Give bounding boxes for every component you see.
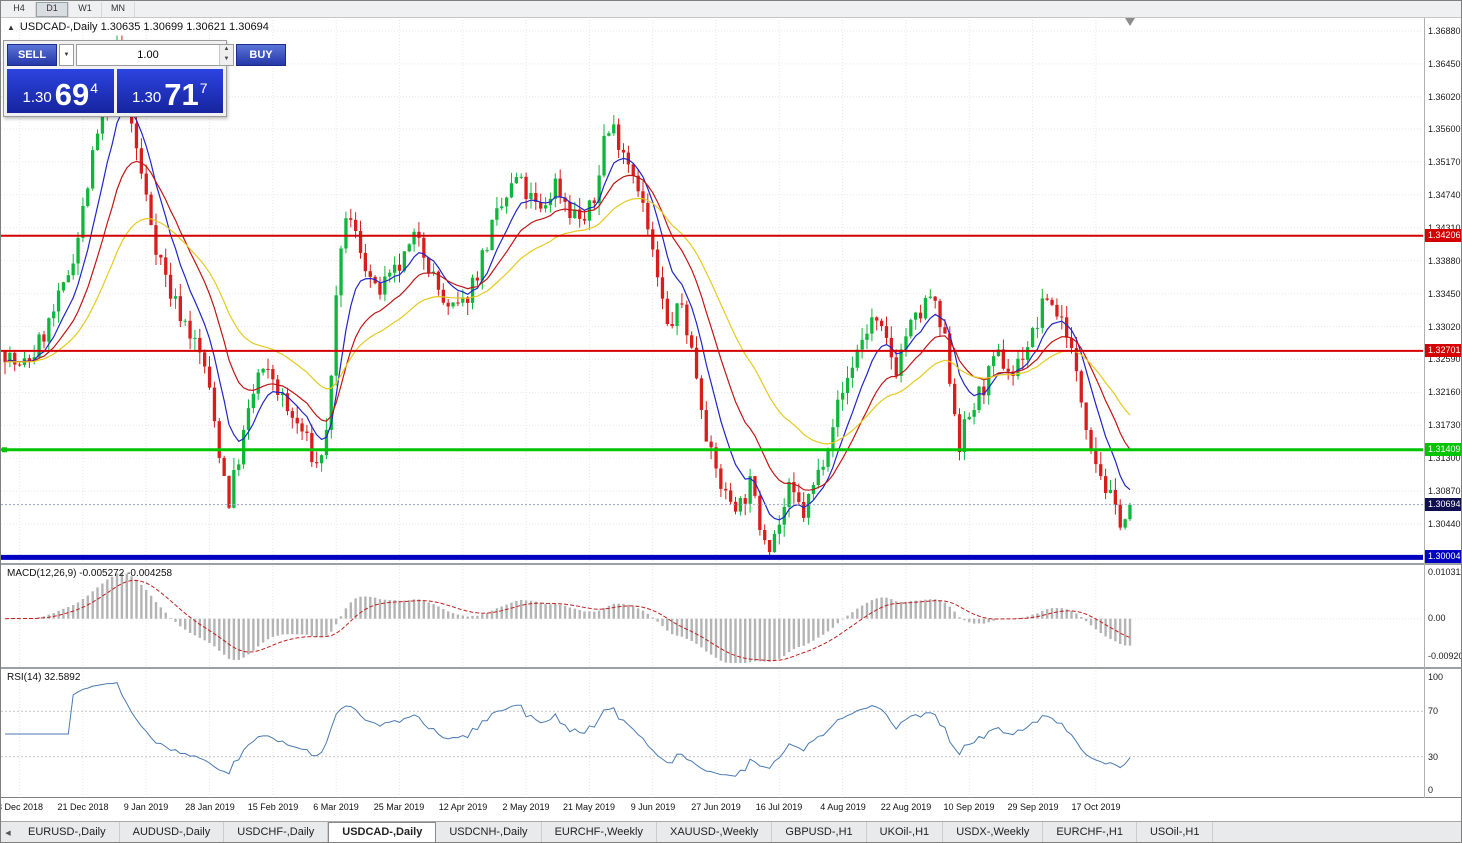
time-axis-label: 22 Aug 2019 (880, 802, 932, 812)
volume-input[interactable] (77, 45, 219, 65)
rsi-line (5, 682, 1131, 777)
chart-tab-usdchf-daily[interactable]: USDCHF-,Daily (224, 822, 329, 842)
time-axis-label: 9 Jan 2019 (123, 802, 169, 812)
chart-tab-eurchf-weekly[interactable]: EURCHF-,Weekly (542, 822, 657, 842)
time-axis-label: 3 Dec 2018 (0, 802, 44, 812)
timeframe-button-mn[interactable]: MN (102, 1, 135, 17)
buy-price-big: 71 (164, 77, 199, 112)
volume-up-icon[interactable]: ▲ (220, 45, 233, 55)
chart-tab-eurusd-daily[interactable]: EURUSD-,Daily (15, 822, 120, 842)
chart-tab-eurchf-h1[interactable]: EURCHF-,H1 (1043, 822, 1137, 842)
time-axis-label: 16 Jul 2019 (755, 802, 803, 812)
chart-title: ▲ USDCAD-,Daily 1.30635 1.30699 1.30621 … (7, 21, 269, 33)
time-axis-label: 10 Sep 2019 (943, 802, 995, 812)
volume-dropdown-button[interactable]: ▼ (59, 44, 74, 66)
volume-stepper: ▲ ▼ (219, 45, 233, 65)
chart-title-text: USDCAD-,Daily 1.30635 1.30699 1.30621 1.… (19, 21, 269, 33)
chart-tab-audusd-daily[interactable]: AUDUSD-,Daily (120, 822, 225, 842)
time-axis-label: 21 May 2019 (562, 802, 616, 812)
chart-tab-usdcad-daily[interactable]: USDCAD-,Daily (328, 822, 437, 842)
sell-price-sup: 4 (90, 80, 98, 96)
sell-price-button[interactable]: 1.30 69 4 (7, 69, 114, 113)
chart-tab-usoil-h1[interactable]: USOil-,H1 (1137, 822, 1214, 842)
chart-tabs-bar: ◀ EURUSD-,Daily AUDUSD-,Daily USDCHF-,Dail… (1, 821, 1461, 842)
chart-tab-xauusd-weekly[interactable]: XAUUSD-,Weekly (657, 822, 773, 842)
time-axis: 3 Dec 2018 21 Dec 2018 9 Jan 2019 28 Jan 20… (1, 798, 1424, 821)
axis-separator (1, 797, 1461, 798)
chart-shift-marker-icon[interactable] (1125, 18, 1135, 26)
ma-mid-line (4, 160, 1131, 491)
buy-price-prefix: 1.30 (132, 89, 162, 106)
price-axis-separator (1424, 17, 1425, 798)
macd-signal-line (4, 579, 1131, 662)
buy-button[interactable]: BUY (236, 44, 286, 66)
chevron-down-icon: ▼ (63, 52, 70, 58)
time-axis-label: 15 Feb 2019 (247, 802, 299, 812)
time-axis-label: 6 Mar 2019 (313, 802, 359, 812)
timeframe-button-w1[interactable]: W1 (69, 1, 102, 17)
tab-scroll-left-icon[interactable]: ◀ (5, 830, 11, 837)
buy-price-button[interactable]: 1.30 71 7 (116, 69, 223, 113)
chart-tab-usdcnh-daily[interactable]: USDCNH-,Daily (436, 822, 542, 842)
timeframe-toolbar: H4 D1 W1 MN (1, 1, 1461, 18)
macd-indicator-label: MACD(12,26,9) -0.005272 -0.004258 (7, 568, 173, 579)
timeframe-button-h4[interactable]: H4 (3, 1, 36, 17)
volume-down-icon[interactable]: ▼ (220, 55, 233, 65)
pane-separator[interactable] (1, 667, 1461, 669)
time-axis-label: 12 Apr 2019 (438, 802, 488, 812)
chart-tab-gbpusd-h1[interactable]: GBPUSD-,H1 (772, 822, 867, 842)
time-axis-label: 2 May 2019 (502, 802, 550, 812)
time-axis-label: 27 Jun 2019 (691, 802, 741, 812)
chart-tabs: EURUSD-,Daily AUDUSD-,Daily USDCHF-,Daily U… (15, 822, 1214, 842)
time-axis-label: 21 Dec 2018 (57, 802, 109, 812)
sell-price-big: 69 (54, 77, 90, 112)
pane-separator[interactable] (1, 563, 1461, 565)
collapse-panel-icon[interactable]: ▲ (7, 22, 15, 32)
chart-tab-usdx-weekly[interactable]: USDX-,Weekly (943, 822, 1044, 842)
macd-histogram (8, 572, 1132, 663)
ma-slow-line (4, 197, 1131, 445)
chart-tab-ukoil-h1[interactable]: UKOil-,H1 (867, 822, 944, 842)
rsi-indicator-label: RSI(14) 32.5892 (7, 672, 81, 683)
timeframe-button-d1[interactable]: D1 (36, 1, 69, 17)
sell-price-prefix: 1.30 (22, 89, 52, 106)
sell-button[interactable]: SELL (7, 44, 57, 66)
time-axis-label: 28 Jan 2019 (185, 802, 235, 812)
volume-field: ▲ ▼ (76, 44, 234, 66)
ma-fast-line (4, 108, 1131, 521)
time-axis-label: 4 Aug 2019 (820, 802, 866, 812)
time-axis-label: 25 Mar 2019 (373, 802, 425, 812)
time-axis-label: 9 Jun 2019 (630, 802, 676, 812)
time-axis-label: 17 Oct 2019 (1071, 802, 1121, 812)
line-handle[interactable] (2, 447, 7, 453)
time-axis-label: 29 Sep 2019 (1007, 802, 1059, 812)
buy-price-sup: 7 (199, 80, 208, 96)
